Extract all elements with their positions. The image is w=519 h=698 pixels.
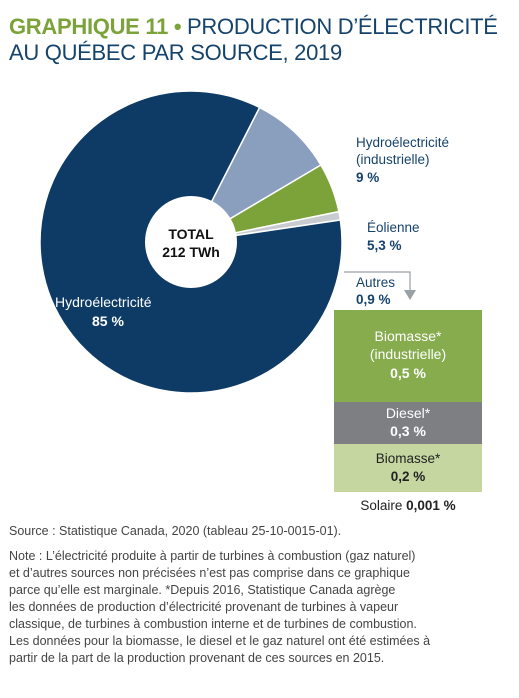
label-solaire-name: Solaire <box>360 498 402 513</box>
note-line: partir de la part de la production prove… <box>9 651 385 665</box>
title-number: GRAPHIQUE 11 <box>9 14 169 39</box>
footnote: Note : L’électricité produite à partir d… <box>9 548 514 667</box>
autres-arrow-head <box>404 290 416 300</box>
label-eolien-pct: 5,3 % <box>367 238 402 253</box>
note-line: et d’autres sources non précisées n’est … <box>9 566 410 580</box>
pie-chart: TOTAL 212 TWh Hydroélectricité 85 % Hydr… <box>39 90 482 513</box>
center-circle <box>145 196 237 288</box>
chart-title: GRAPHIQUE 11 • PRODUCTION D’ÉLECTRICITÉ … <box>9 14 514 66</box>
label-biomasse-pct: 0,2 % <box>391 469 426 484</box>
note-line: classique, de turbines à combustion inte… <box>9 617 417 631</box>
bar-diesel <box>334 402 482 444</box>
label-diesel: Diesel* <box>386 405 431 421</box>
label-hydro-pct: 85 % <box>92 313 124 329</box>
label-autres-pct: 0,9 % <box>356 292 391 307</box>
note-line: Note : L’électricité produite à partir d… <box>9 549 416 563</box>
note-line: parce qu’elle est marginale. *Depuis 201… <box>9 583 396 597</box>
center-total-value: 212 TWh <box>162 244 220 260</box>
label-biomasse-ind: Biomasse* <box>375 328 442 344</box>
label-autres: Autres <box>356 275 395 290</box>
label-hydro-ind-2: (industrielle) <box>356 152 430 167</box>
label-diesel-pct: 0,3 % <box>390 423 426 439</box>
note-line: les données de production d’électricité … <box>9 600 399 614</box>
source-note: Source : Statistique Canada, 2020 (table… <box>9 524 342 538</box>
label-solaire: Solaire 0,001 % <box>360 498 455 513</box>
label-solaire-pct: 0,001 % <box>406 498 456 513</box>
label-hydro: Hydroélectricité <box>55 294 152 310</box>
label-eolien: Éolienne <box>367 220 420 235</box>
bar-biomasse <box>334 444 482 492</box>
label-hydro-ind: Hydroélectricité <box>356 135 449 150</box>
note-line: Les données pour la biomasse, le diesel … <box>9 634 431 648</box>
label-hydro-ind-pct: 9 % <box>356 170 379 185</box>
title-line-2: AU QUÉBEC PAR SOURCE, 2019 <box>9 40 342 65</box>
title-separator: • <box>173 14 182 39</box>
label-biomasse-ind-pct: 0,5 % <box>390 365 426 381</box>
title-line-1: GRAPHIQUE 11 • PRODUCTION D’ÉLECTRICITÉ <box>9 14 514 40</box>
slice-hydroelectricite-industrielle <box>189 106 322 244</box>
autres-connector-arrow <box>344 271 411 290</box>
label-biomasse: Biomasse* <box>376 451 441 466</box>
bar-biomasse-industrielle <box>334 310 482 402</box>
label-biomasse-ind-2: (industrielle) <box>370 346 446 362</box>
center-total-label: TOTAL <box>168 226 214 242</box>
title-line-1-text: PRODUCTION D’ÉLECTRICITÉ <box>187 14 498 39</box>
